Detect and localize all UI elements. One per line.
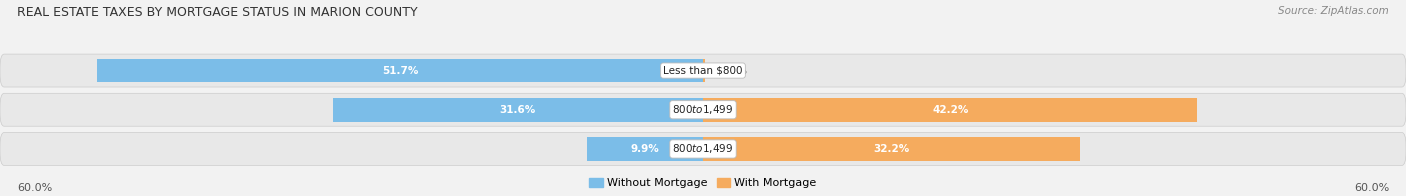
Bar: [703, 59, 704, 82]
Legend: Without Mortgage, With Mortgage: Without Mortgage, With Mortgage: [588, 176, 818, 191]
Bar: [703, 98, 1198, 122]
FancyBboxPatch shape: [0, 132, 1406, 165]
Text: $800 to $1,499: $800 to $1,499: [672, 142, 734, 155]
Text: REAL ESTATE TAXES BY MORTGAGE STATUS IN MARION COUNTY: REAL ESTATE TAXES BY MORTGAGE STATUS IN …: [17, 6, 418, 19]
FancyBboxPatch shape: [0, 93, 1406, 126]
FancyBboxPatch shape: [0, 54, 1406, 87]
Text: 0.13%: 0.13%: [714, 65, 747, 76]
Bar: [588, 137, 703, 161]
Text: 42.2%: 42.2%: [932, 105, 969, 115]
Text: 51.7%: 51.7%: [382, 65, 419, 76]
Text: Source: ZipAtlas.com: Source: ZipAtlas.com: [1278, 6, 1389, 16]
Text: 60.0%: 60.0%: [1354, 183, 1389, 193]
Text: $800 to $1,499: $800 to $1,499: [672, 103, 734, 116]
Bar: [333, 98, 703, 122]
Text: 60.0%: 60.0%: [17, 183, 52, 193]
Bar: [703, 137, 1080, 161]
Text: 32.2%: 32.2%: [873, 144, 910, 154]
Text: Less than $800: Less than $800: [664, 65, 742, 76]
Bar: [97, 59, 703, 82]
Text: 31.6%: 31.6%: [499, 105, 536, 115]
Text: 9.9%: 9.9%: [631, 144, 659, 154]
